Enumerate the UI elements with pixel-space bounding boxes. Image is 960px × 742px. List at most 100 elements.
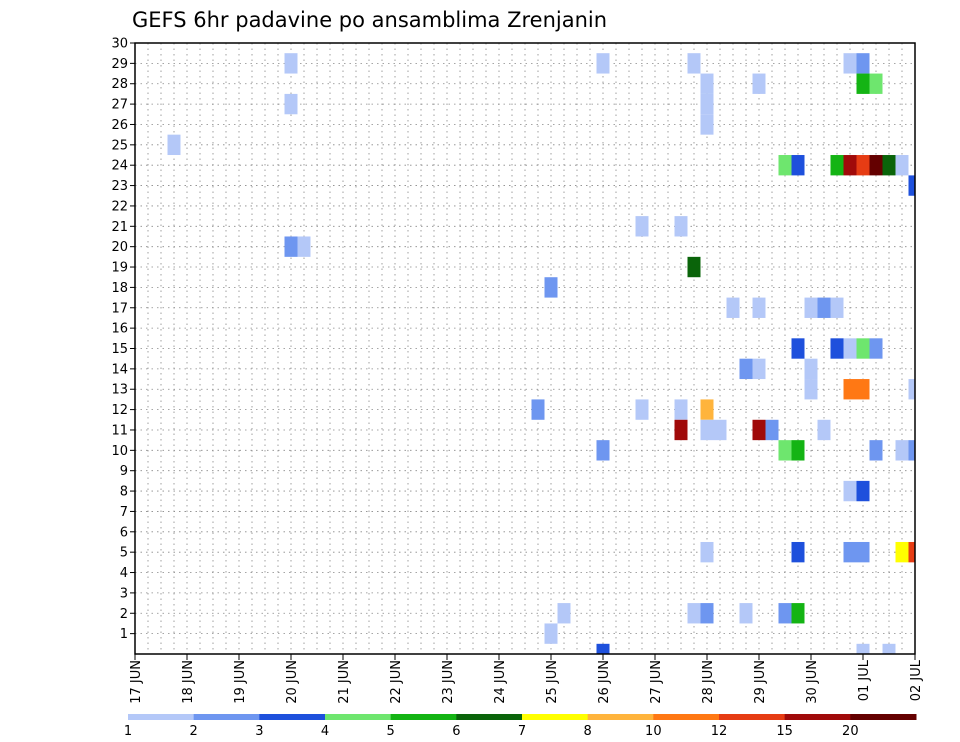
precip-cell <box>531 399 545 420</box>
precip-cell <box>895 440 909 461</box>
precip-cell <box>830 155 844 176</box>
y-tick-label: 24 <box>111 159 128 174</box>
colorbar-swatch <box>128 714 195 720</box>
precip-cell <box>895 541 909 563</box>
precip-cell <box>297 236 311 257</box>
precip-cell <box>843 379 857 400</box>
precip-cell <box>284 53 298 74</box>
y-tick-label: 4 <box>120 566 128 581</box>
precip-cell <box>596 53 610 74</box>
precip-cell <box>674 216 688 237</box>
precip-cell <box>752 419 766 441</box>
x-tick-label: 18 JUN <box>181 660 196 704</box>
precip-cell <box>895 155 909 176</box>
y-tick-label: 8 <box>120 485 128 500</box>
precip-cell <box>752 297 766 318</box>
precip-cell <box>856 338 870 359</box>
precip-cell <box>843 53 857 74</box>
y-tick-label: 27 <box>111 98 128 113</box>
y-tick-label: 15 <box>111 342 128 357</box>
colorbar-label: 10 <box>645 724 662 739</box>
x-tick-label: 24 JUN <box>493 660 508 704</box>
y-tick-label: 11 <box>111 423 128 438</box>
y-tick-label: 23 <box>111 179 128 194</box>
y-tick-label: 26 <box>111 118 128 133</box>
x-tick-label: 22 JUN <box>389 660 404 704</box>
x-tick-label: 23 JUN <box>441 660 456 704</box>
x-tick-label: 21 JUN <box>337 660 352 704</box>
colorbar-label: 2 <box>190 724 198 739</box>
precip-cell <box>700 399 714 420</box>
colorbar-label: 3 <box>255 724 263 739</box>
precip-cell <box>908 379 915 400</box>
precip-cell <box>843 541 857 563</box>
precip-cell <box>765 419 779 441</box>
y-tick-label: 1 <box>120 627 128 642</box>
x-tick-label: 19 JUN <box>233 660 248 704</box>
precip-cell <box>843 155 857 176</box>
precip-cell <box>791 603 805 624</box>
chart-title: GEFS 6hr padavine po ansamblima Zrenjani… <box>132 8 607 32</box>
y-tick-label: 17 <box>111 301 128 316</box>
precip-cell <box>167 134 181 156</box>
colorbar-swatch <box>587 714 654 720</box>
precip-cell <box>882 643 896 654</box>
colorbar-label: 8 <box>584 724 592 739</box>
y-tick-label: 10 <box>111 444 128 459</box>
precip-cell <box>869 338 883 359</box>
colorbar-label: 4 <box>321 724 329 739</box>
y-tick-label: 13 <box>111 383 128 398</box>
x-tick-label: 01 JUL <box>857 659 872 701</box>
precip-cell <box>817 297 831 318</box>
precip-cell <box>908 541 915 563</box>
precip-cell <box>869 440 883 461</box>
precip-cell <box>778 603 792 624</box>
precip-cell <box>544 277 558 298</box>
y-tick-label: 16 <box>111 322 128 337</box>
y-tick-label: 22 <box>111 199 128 214</box>
y-tick-label: 12 <box>111 403 128 418</box>
colorbar-swatch <box>653 714 720 720</box>
colorbar-label: 5 <box>387 724 395 739</box>
precip-cell <box>713 419 727 441</box>
colorbar-label: 7 <box>518 724 526 739</box>
precip-cell <box>856 541 870 563</box>
precip-cell <box>635 216 649 237</box>
precip-cell <box>817 419 831 441</box>
precip-cell <box>544 623 558 644</box>
precip-cell <box>687 256 701 278</box>
y-tick-label: 28 <box>111 77 128 92</box>
y-tick-label: 2 <box>120 607 128 622</box>
y-tick-label: 6 <box>120 525 128 540</box>
precip-cell <box>856 53 870 74</box>
y-tick-label: 3 <box>120 586 128 601</box>
precip-cell <box>843 480 857 502</box>
precip-cell <box>700 73 714 94</box>
x-tick-label: 28 JUN <box>701 660 716 704</box>
precip-cell <box>791 155 805 176</box>
colorbar-swatch <box>784 714 851 720</box>
precip-cell <box>882 155 896 176</box>
precip-cell <box>700 93 714 115</box>
x-tick-label: 17 JUN <box>129 660 144 704</box>
y-tick-label: 14 <box>111 362 128 377</box>
precip-cell <box>700 419 714 441</box>
y-tick-label: 29 <box>111 57 128 72</box>
precip-cell <box>856 643 870 654</box>
colorbar-swatch <box>193 714 260 720</box>
y-tick-label: 25 <box>111 138 128 153</box>
colorbar-label: 6 <box>452 724 460 739</box>
colorbar-swatch <box>456 714 523 720</box>
colorbar-swatch <box>259 714 326 720</box>
colorbar: 1 2 3 4 5 6 7 8 10 12 15 20 <box>124 714 917 739</box>
precip-cell <box>752 73 766 94</box>
precip-cell <box>687 603 701 624</box>
precip-cell <box>557 603 571 624</box>
x-tick-label: 29 JUN <box>753 660 768 704</box>
y-tick-label: 19 <box>111 261 128 276</box>
precip-cell <box>869 155 883 176</box>
precip-cell <box>830 297 844 318</box>
precip-cell <box>739 358 753 380</box>
colorbar-swatch <box>719 714 786 720</box>
y-tick-label: 20 <box>111 240 128 255</box>
